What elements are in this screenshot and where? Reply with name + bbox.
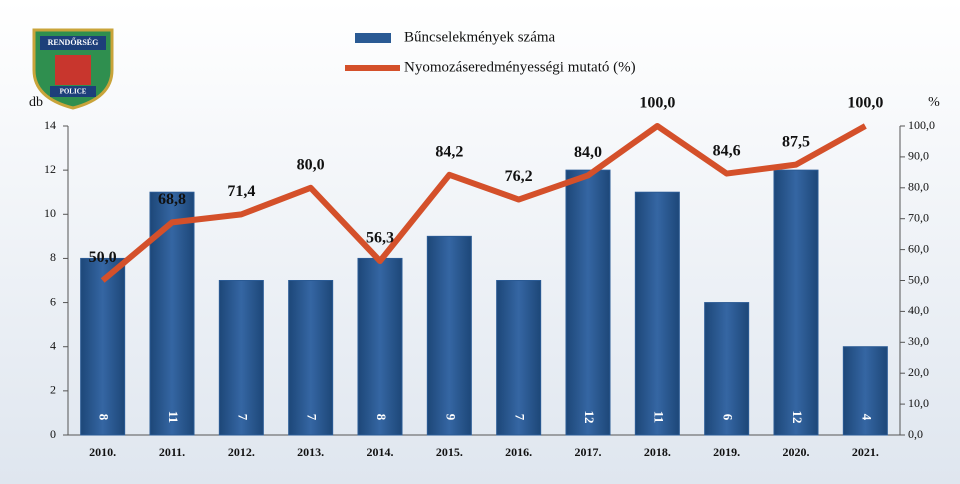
bar-value-label: 8 [374, 414, 389, 421]
chart: RENDŐRSÉG POLICE db % 0 2 4 6 8 10 12 14 0,0 10,0… [0, 0, 960, 484]
legend-swatch [355, 33, 391, 43]
bar [566, 170, 610, 435]
bar-value-label: 8 [97, 414, 112, 421]
y2-tick-label: 50,0 [908, 272, 929, 286]
bar [427, 236, 471, 435]
logo-text: RENDŐRSÉG [48, 37, 99, 47]
bar-value-label: 11 [651, 411, 666, 423]
bar [289, 281, 333, 436]
x-tick-label: 2017. [575, 445, 602, 459]
y-tick-label: 10 [44, 206, 56, 220]
bar-value-label: 7 [235, 414, 250, 421]
y2-tick-label: 40,0 [908, 303, 929, 317]
y-tick-label: 4 [50, 338, 56, 352]
bar [219, 281, 263, 436]
y2-tick-label: 60,0 [908, 241, 929, 255]
x-tick-label: 2013. [297, 445, 324, 459]
y-tick-label: 2 [50, 383, 56, 397]
legend-label: Bűncselekmények száma [404, 29, 556, 45]
line-value-label: 100,0 [639, 95, 675, 112]
bar [150, 192, 194, 435]
line-value-label: 87,5 [782, 133, 810, 150]
line-value-label: 76,2 [505, 168, 533, 185]
bar-value-label: 4 [859, 414, 874, 421]
y-tick-label: 0 [50, 427, 56, 441]
logo: RENDŐRSÉG POLICE [34, 30, 112, 108]
bar [358, 258, 402, 435]
y2-tick-label: 0,0 [908, 427, 923, 441]
y2-axis-label: % [928, 95, 940, 110]
x-tick-label: 2011. [159, 445, 185, 459]
bar [81, 258, 125, 435]
line-value-label: 80,0 [297, 156, 325, 173]
line-value-label: 56,3 [366, 230, 394, 247]
bar-value-label: 12 [790, 411, 805, 424]
page: RENDŐRSÉG POLICE db % 0 2 4 6 8 10 12 14 0,0 10,0… [0, 0, 960, 484]
bar [497, 281, 541, 436]
bar [843, 347, 887, 435]
logo-text: POLICE [60, 88, 87, 96]
y2-tick-label: 20,0 [908, 365, 929, 379]
x-tick-label: 2021. [852, 445, 879, 459]
y2-tick-label: 30,0 [908, 334, 929, 348]
legend-label: Nyomozáseredményességi mutató (%) [404, 59, 636, 75]
y2-tick-label: 70,0 [908, 210, 929, 224]
line-value-label: 100,0 [847, 95, 883, 112]
y-tick-label: 6 [50, 294, 56, 308]
x-tick-label: 2015. [436, 445, 463, 459]
x-tick-label: 2019. [713, 445, 740, 459]
bar-value-label: 9 [443, 414, 458, 421]
x-tick-label: 2020. [783, 445, 810, 459]
bar-value-label: 7 [305, 414, 320, 421]
bar-value-label: 11 [166, 411, 181, 423]
y2-tick-label: 10,0 [908, 396, 929, 410]
line-value-label: 50,0 [89, 249, 117, 266]
line-value-label: 68,8 [158, 191, 186, 208]
y2-tick-label: 80,0 [908, 180, 929, 194]
x-tick-label: 2016. [505, 445, 532, 459]
bar-value-label: 7 [513, 414, 528, 421]
line-value-label: 84,6 [713, 142, 741, 159]
y-tick-label: 14 [44, 118, 56, 132]
y2-tick-label: 90,0 [908, 149, 929, 163]
x-tick-label: 2010. [89, 445, 116, 459]
line-value-label: 71,4 [227, 183, 255, 200]
y-tick-label: 12 [44, 162, 56, 176]
x-tick-label: 2012. [228, 445, 255, 459]
bar-value-label: 12 [582, 411, 597, 424]
bar-value-label: 6 [721, 414, 736, 421]
line-value-label: 84,2 [435, 143, 463, 160]
x-tick-label: 2018. [644, 445, 671, 459]
bar [635, 192, 679, 435]
x-tick-label: 2014. [367, 445, 394, 459]
y2-tick-label: 100,0 [908, 118, 935, 132]
y-axis-label: db [29, 95, 43, 110]
logo-emblem [55, 55, 91, 85]
y-tick-label: 8 [50, 250, 56, 264]
line-value-label: 84,0 [574, 144, 602, 161]
bar [774, 170, 818, 435]
